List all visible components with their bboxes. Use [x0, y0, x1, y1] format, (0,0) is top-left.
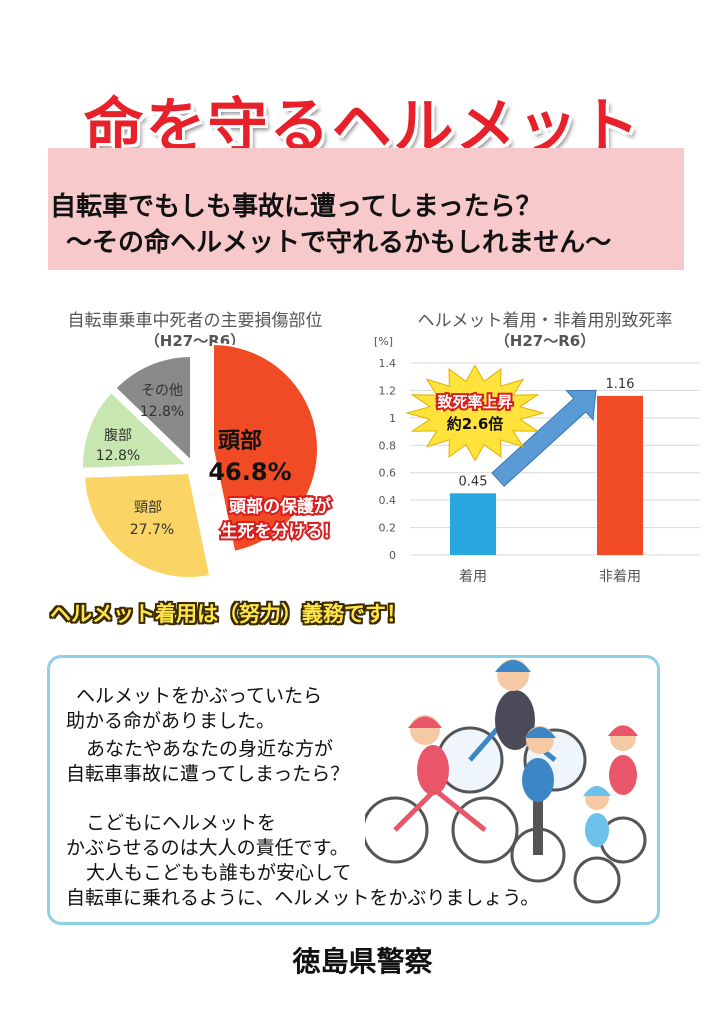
- bar-value-label: 1.16: [606, 377, 635, 392]
- bar-chart-title: ヘルメット着用・非着用別致死率: [417, 311, 673, 331]
- pie-slice-label: その他: [141, 383, 183, 399]
- bar-2: [597, 395, 643, 555]
- y-tick-label: 0: [389, 549, 396, 562]
- starburst-line-2: 約2.6倍: [447, 415, 504, 433]
- pie-chart-title: 自転車乗車中死者の主要損傷部位: [67, 311, 323, 331]
- pie-slice-4: [114, 354, 192, 464]
- pie-slice-value: 12.8%: [140, 404, 184, 420]
- subtitle-line-1: 自転車でもしも事故に遭ってしまったら？: [50, 192, 542, 222]
- bar-chart-period: （H27〜R6）: [494, 332, 596, 350]
- message-line: 自転車事故に遭ってしまったら？: [66, 763, 350, 785]
- pie-annotation-line-2: 生死を分ける！: [221, 521, 340, 542]
- increase-arrow: [491, 389, 597, 487]
- message-line: 助かる命がありました。: [66, 710, 276, 732]
- y-axis-unit: [%]: [374, 335, 393, 348]
- message-line: かぶらせるのは大人の責任です。: [66, 837, 349, 859]
- starburst-badge: [405, 364, 545, 462]
- pie-slice-value: 12.8%: [96, 448, 140, 464]
- pie-slice-2: [83, 471, 212, 579]
- y-tick-label: 0.4: [379, 494, 397, 507]
- pie-slice-label: 頸部: [134, 500, 162, 516]
- message-line: こどもにヘルメットを: [86, 812, 277, 834]
- subtitle-line-2: 〜その命ヘルメットで守れるかもしれません〜: [66, 228, 612, 258]
- y-tick-label: 1: [389, 412, 396, 425]
- pie-slice-1: [212, 342, 319, 554]
- police-agency-name: 徳島県警察: [292, 945, 433, 978]
- starburst-line-1: 致死率上昇: [437, 393, 512, 411]
- message-line: 大人もこどもも誰もが安心して: [86, 862, 352, 884]
- pie-annotation-line-1: 頭部の保護が: [229, 496, 331, 517]
- y-tick-label: 1.4: [379, 357, 397, 370]
- family-cycling-illustration: [365, 659, 647, 904]
- bar-value-label: 0.45: [459, 474, 488, 489]
- y-tick-label: 1.2: [379, 384, 397, 397]
- message-line: ヘルメットをかぶっていたら: [76, 685, 323, 707]
- pie-slice-value: 27.7%: [130, 522, 174, 538]
- bar-chart: [%] 0 0.2 0.4 0.6 0.8 1 1.2 1.4 0.45 着用 1.16 非着用 致死率上…: [374, 335, 700, 585]
- x-category-label: 非着用: [599, 569, 641, 585]
- x-category-label: 着用: [459, 569, 487, 585]
- bar-1: [450, 493, 496, 555]
- message-line: 自転車に乗れるように、ヘルメットをかぶりましょう。: [66, 887, 540, 909]
- pie-slice-3: [81, 390, 190, 470]
- y-tick-label: 0.6: [379, 467, 397, 480]
- pie-slice-label: 頭部: [218, 428, 262, 454]
- message-line: あなたやあなたの身近な方が: [86, 738, 334, 760]
- y-tick-label: 0.2: [379, 522, 397, 535]
- pie-slice-label: 腹部: [104, 427, 132, 444]
- pie-chart: 頭部 46.8% 頸部 27.7% 腹部 12.8% その他 12.8% 頭部の保護が生死を分け…: [81, 342, 342, 579]
- mandate-notice: ヘルメット着用は（努力）義務です！: [50, 602, 407, 626]
- pie-slice-value: 46.8%: [208, 458, 291, 486]
- y-tick-label: 0.8: [379, 439, 397, 452]
- subtitle-band: [48, 148, 684, 270]
